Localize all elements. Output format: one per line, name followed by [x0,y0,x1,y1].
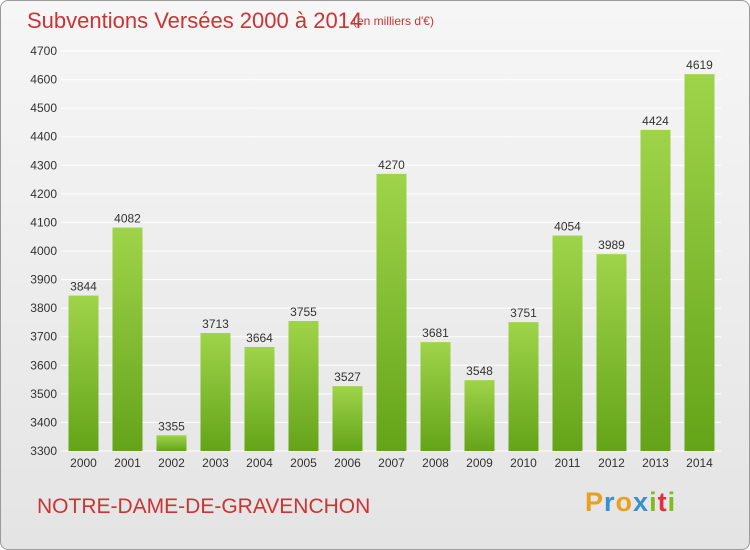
y-tick-label: 3600 [30,358,57,372]
y-tick-label: 3800 [30,301,57,315]
x-tick-label-2002: 2002 [158,456,185,470]
y-tick-label: 3400 [30,415,57,429]
bars [68,74,715,452]
bar-chart: 3844 4082 3355 3713 3664 3755 3527 4270 3681 3548… [30,44,721,470]
x-tick-label-2013: 2013 [642,456,669,470]
x-tick-label-2004: 2004 [246,456,273,470]
data-label-2002: 3355 [158,419,185,433]
bar-2008 [420,342,451,451]
bar-2011 [552,235,583,451]
data-label-2007: 4270 [378,158,405,172]
chart-unit: (en milliers d'€) [353,14,434,28]
data-label-2006: 3527 [334,370,361,384]
y-tick-label: 4000 [30,244,57,258]
data-label-2014: 4619 [686,58,713,72]
commune-name: NOTRE-DAME-DE-GRAVENCHON [37,495,371,518]
bar-2002 [156,435,187,451]
y-tick-label: 3500 [30,387,57,401]
x-tick-label-2007: 2007 [378,456,405,470]
bar-2007 [376,173,407,451]
data-label-2010: 3751 [510,306,537,320]
x-tick-label-2000: 2000 [70,456,97,470]
bar-2003 [200,333,231,451]
data-label-2012: 3989 [598,238,625,252]
data-label-2009: 3548 [466,364,493,378]
x-tick-label-2006: 2006 [334,456,361,470]
data-label-2013: 4424 [642,114,669,128]
data-label-2003: 3713 [202,317,229,331]
y-tick-label: 3300 [30,444,57,458]
data-label-2004: 3664 [246,331,273,345]
logo-letter: t [657,487,668,517]
proxiti-logo: Proxiti [585,487,676,518]
data-label-2005: 3755 [290,305,317,319]
data-label-2008: 3681 [422,326,449,340]
bar-2000 [68,295,99,451]
x-tick-label-2003: 2003 [202,456,229,470]
bar-2006 [332,386,363,451]
data-label-2011: 4054 [554,220,581,234]
y-tick-label: 4100 [30,215,57,229]
bar-2013 [640,129,671,451]
logo-letter: x [633,487,650,517]
y-tick-label: 3900 [30,273,57,287]
chart-title: Subventions Versées 2000 à 2014 [27,8,363,33]
logo-letter: P [585,487,605,517]
x-tick-label-2011: 2011 [555,456,581,470]
logo-letter: o [615,487,634,517]
y-tick-label: 4400 [30,130,57,144]
x-tick-label-2010: 2010 [510,456,537,470]
x-tick-label-2009: 2009 [466,456,493,470]
y-tick-label: 4500 [30,101,57,115]
y-tick-label: 4700 [30,44,57,58]
logo-letter: i [649,487,658,517]
x-axis: 2000 2001 2002 2003 2004 2005 2006 2007 2008 2009… [70,456,713,470]
y-tick-label: 4600 [30,73,57,87]
bar-2010 [508,322,539,451]
data-label-2000: 3844 [70,280,97,294]
x-tick-label-2008: 2008 [422,456,449,470]
y-axis: 3300 3400 3500 3600 3700 3800 3900 4000 4100 4200… [30,44,57,458]
logo-letter: r [604,487,616,517]
y-tick-label: 4300 [30,158,57,172]
x-tick-label-2014: 2014 [686,456,713,470]
logo-letter: i [667,487,677,517]
x-tick-label-2001: 2001 [114,456,141,470]
data-label-2001: 4082 [114,212,141,226]
bar-2005 [288,321,319,451]
data-labels: 3844 4082 3355 3713 3664 3755 3527 4270 3681 3548… [70,58,713,433]
x-tick-label-2005: 2005 [290,456,317,470]
bar-2009 [464,380,495,451]
bar-2014 [684,74,715,452]
y-tick-label: 4200 [30,187,57,201]
x-tick-label-2012: 2012 [598,456,625,470]
bar-2012 [596,254,627,451]
y-tick-label: 3700 [30,330,57,344]
bar-2004 [244,347,275,451]
bar-2001 [112,227,143,451]
